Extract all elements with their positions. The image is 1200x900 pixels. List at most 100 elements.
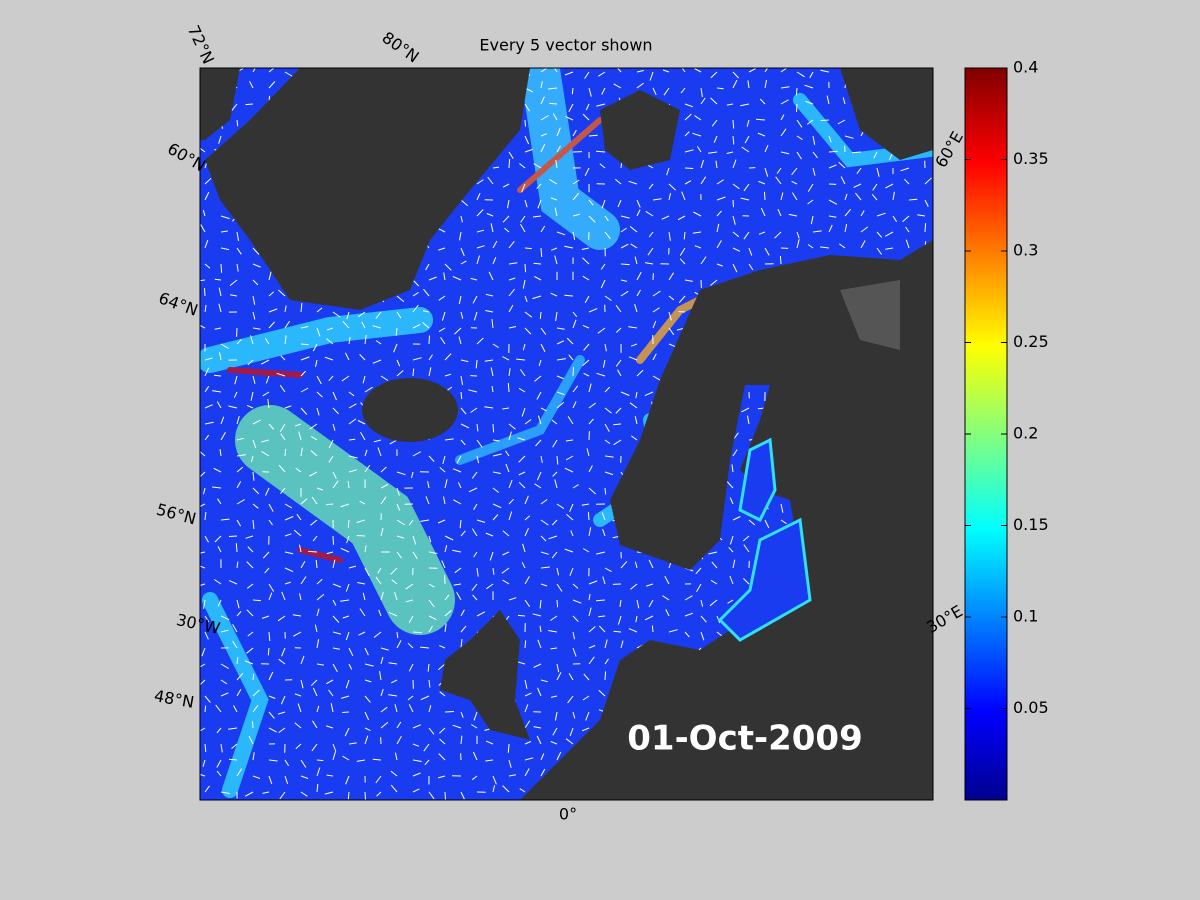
vector-arrow [412, 535, 417, 545]
vector-arrow [620, 290, 629, 297]
vector-arrow [540, 115, 549, 121]
vector-arrow [340, 695, 350, 699]
vector-arrow [661, 215, 670, 220]
vector-arrow [364, 735, 369, 745]
vector-arrow [602, 359, 606, 368]
vector-arrow [284, 335, 287, 345]
vector-arrow [377, 447, 382, 457]
vector-arrow [388, 694, 398, 697]
vector-arrow [828, 199, 838, 205]
vector-arrow [341, 375, 350, 382]
vector-arrow [396, 503, 401, 511]
vector-arrow [492, 240, 498, 249]
vector-arrow [408, 663, 414, 672]
vector-arrow [588, 418, 594, 425]
vector-arrow [326, 679, 334, 685]
vector-arrow [220, 431, 226, 441]
vector-arrow [444, 791, 446, 800]
vector-arrow [407, 642, 414, 649]
vector-arrow [408, 704, 414, 713]
vector-arrow [454, 327, 462, 335]
vector-arrow [710, 279, 718, 286]
vector-arrow [424, 759, 430, 766]
vector-arrow [216, 727, 222, 734]
vector-arrow [423, 743, 430, 752]
vector-arrow [696, 146, 702, 153]
vector-arrow [236, 498, 245, 505]
vector-arrow [362, 592, 366, 601]
vector-arrow [556, 567, 560, 576]
vector-arrow [902, 215, 910, 223]
vector-arrow [261, 439, 270, 443]
vector-arrow [630, 583, 638, 590]
vector-arrow [568, 672, 574, 681]
vector-arrow [437, 519, 446, 524]
vector-arrow [364, 567, 370, 577]
vector-arrow [380, 496, 387, 505]
vector-arrow [604, 343, 607, 352]
canada-coast [200, 68, 240, 140]
vector-arrow [220, 230, 228, 233]
vector-arrow [684, 131, 690, 137]
vector-arrow [556, 583, 563, 592]
vector-arrow [268, 81, 276, 89]
vector-arrow [855, 192, 862, 201]
vector-arrow [747, 80, 750, 89]
vector-arrow [220, 692, 229, 697]
vector-arrow [372, 758, 382, 761]
vector-arrow [380, 688, 384, 697]
vector-arrow [684, 149, 694, 153]
vector-arrow [261, 450, 270, 457]
vector-arrow [536, 735, 542, 745]
vector-arrow [412, 788, 420, 793]
vector-arrow [885, 247, 894, 250]
vector-arrow [884, 231, 894, 237]
vector-arrow [796, 231, 800, 239]
vector-arrow [345, 583, 350, 592]
colorbar-tick-label: 0.4 [1013, 58, 1038, 77]
vector-arrow [588, 383, 592, 393]
vector-arrow [204, 421, 214, 425]
vector-arrow [524, 311, 533, 318]
vector-arrow [309, 423, 318, 430]
vector-arrow [294, 722, 302, 729]
vector-arrow [268, 321, 275, 329]
vector-arrow [380, 656, 384, 665]
vector-arrow [596, 150, 606, 153]
vector-arrow [492, 343, 499, 349]
vector-arrow [300, 370, 306, 377]
vector-arrow [716, 210, 722, 217]
vector-arrow [812, 151, 818, 159]
vector-arrow [508, 511, 513, 521]
vector-arrow [204, 434, 210, 441]
vector-arrow [628, 180, 638, 185]
vector-arrow [508, 288, 515, 297]
vector-arrow [439, 691, 446, 697]
vector-arrow [524, 576, 530, 585]
vector-arrow [693, 211, 702, 217]
vector-arrow [556, 145, 561, 153]
vector-arrow [601, 87, 606, 95]
vector-arrow [540, 81, 543, 89]
vector-arrow [504, 227, 510, 233]
vector-arrow [572, 484, 579, 489]
vector-arrow [796, 119, 803, 128]
vector-arrow [540, 566, 550, 569]
vector-arrow [204, 615, 210, 623]
vector-arrow [484, 359, 494, 362]
vector-arrow [252, 503, 259, 509]
vector-arrow [810, 215, 814, 225]
vector-arrow [268, 583, 275, 592]
vector-arrow [268, 68, 275, 73]
vector-arrow [892, 191, 895, 201]
vector-arrow [774, 231, 782, 239]
vector-arrow [524, 295, 528, 302]
vector-arrow [460, 735, 463, 745]
vector-arrow [568, 354, 574, 361]
vector-arrow [296, 513, 302, 521]
vector-arrow [732, 199, 734, 208]
vector-arrow [280, 695, 286, 705]
vector-arrow [200, 583, 206, 586]
vector-arrow [412, 551, 418, 560]
vector-arrow [566, 337, 574, 345]
